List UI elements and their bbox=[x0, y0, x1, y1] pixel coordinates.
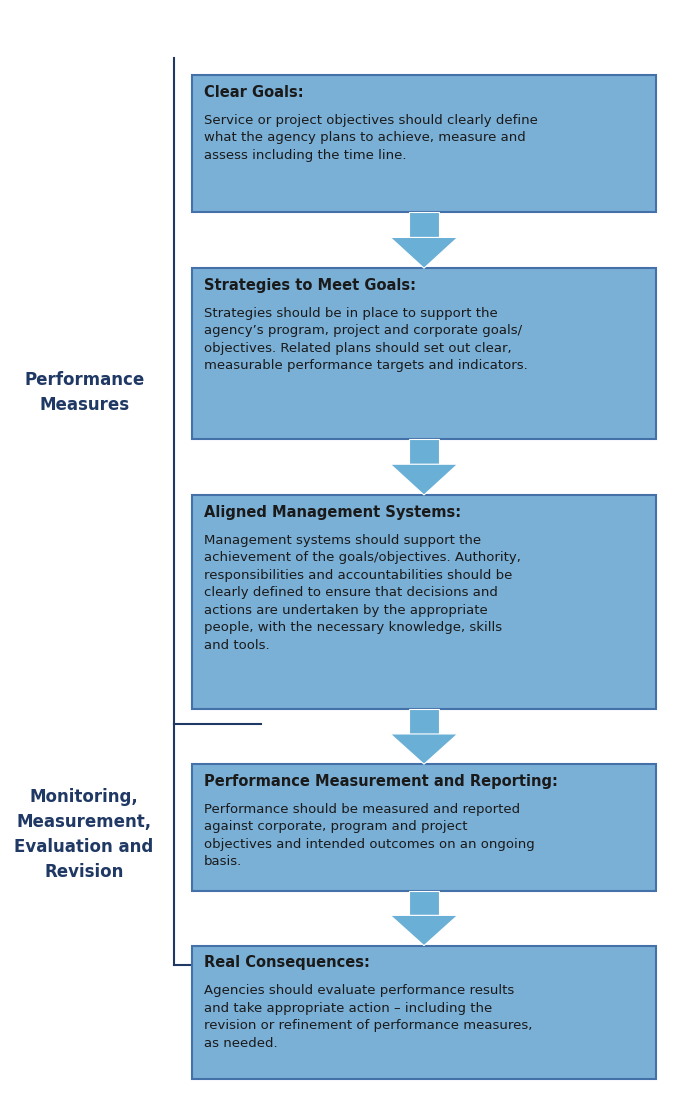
Text: Performance Measurement and Reporting:: Performance Measurement and Reporting: bbox=[204, 774, 558, 789]
Polygon shape bbox=[409, 891, 439, 915]
Text: Agencies should evaluate performance results
and take appropriate action – inclu: Agencies should evaluate performance res… bbox=[204, 984, 532, 1049]
Text: Monitoring,
Measurement,
Evaluation and
Revision: Monitoring, Measurement, Evaluation and … bbox=[15, 788, 153, 881]
Polygon shape bbox=[409, 212, 439, 238]
Polygon shape bbox=[390, 464, 458, 495]
Polygon shape bbox=[390, 915, 458, 946]
Polygon shape bbox=[409, 439, 439, 464]
Polygon shape bbox=[390, 734, 458, 764]
FancyBboxPatch shape bbox=[192, 946, 656, 1079]
Text: Service or project objectives should clearly define
what the agency plans to ach: Service or project objectives should cle… bbox=[204, 114, 538, 162]
FancyBboxPatch shape bbox=[192, 75, 656, 212]
Text: Aligned Management Systems:: Aligned Management Systems: bbox=[204, 505, 461, 519]
FancyBboxPatch shape bbox=[192, 495, 656, 710]
Text: Real Consequences:: Real Consequences: bbox=[204, 955, 369, 970]
Text: Strategies to Meet Goals:: Strategies to Meet Goals: bbox=[204, 278, 416, 293]
Text: Clear Goals:: Clear Goals: bbox=[204, 85, 304, 100]
Text: Performance should be measured and reported
against corporate, program and proje: Performance should be measured and repor… bbox=[204, 803, 534, 868]
Text: Management systems should support the
achievement of the goals/objectives. Autho: Management systems should support the ac… bbox=[204, 534, 521, 651]
Polygon shape bbox=[409, 710, 439, 734]
Polygon shape bbox=[390, 238, 458, 268]
Text: Performance
Measures: Performance Measures bbox=[24, 371, 144, 415]
FancyBboxPatch shape bbox=[192, 764, 656, 891]
FancyBboxPatch shape bbox=[192, 268, 656, 439]
Text: Strategies should be in place to support the
agency’s program, project and corpo: Strategies should be in place to support… bbox=[204, 307, 528, 372]
